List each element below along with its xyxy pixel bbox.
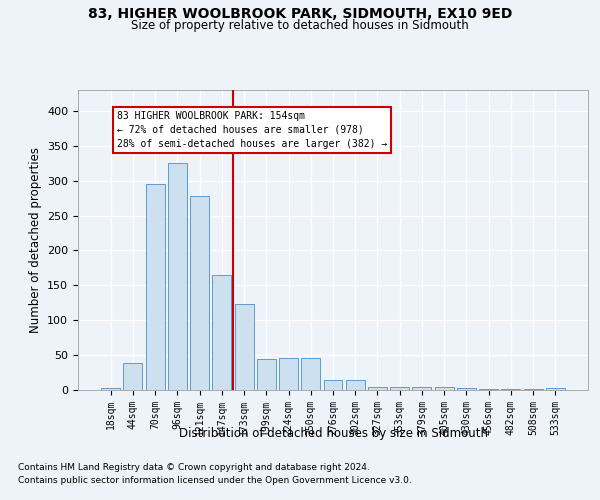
Bar [212, 275, 231, 390]
Text: Contains public sector information licensed under the Open Government Licence v3: Contains public sector information licen… [18, 476, 412, 485]
Text: 83, HIGHER WOOLBROOK PARK, SIDMOUTH, EX10 9ED: 83, HIGHER WOOLBROOK PARK, SIDMOUTH, EX1… [88, 8, 512, 22]
Bar [435, 386, 454, 390]
Bar [546, 388, 565, 390]
Text: 83 HIGHER WOOLBROOK PARK: 154sqm
← 72% of detached houses are smaller (978)
28% : 83 HIGHER WOOLBROOK PARK: 154sqm ← 72% o… [118, 111, 388, 149]
Bar [235, 304, 254, 390]
Bar [368, 387, 387, 390]
Text: Contains HM Land Registry data © Crown copyright and database right 2024.: Contains HM Land Registry data © Crown c… [18, 464, 370, 472]
Y-axis label: Number of detached properties: Number of detached properties [29, 147, 41, 333]
Bar [412, 386, 431, 390]
Bar [390, 386, 409, 390]
Bar [146, 184, 164, 390]
Bar [124, 364, 142, 390]
Bar [457, 388, 476, 390]
Bar [346, 380, 365, 390]
Bar [190, 196, 209, 390]
Bar [257, 360, 276, 390]
Bar [301, 358, 320, 390]
Bar [168, 164, 187, 390]
Bar [101, 388, 120, 390]
Text: Size of property relative to detached houses in Sidmouth: Size of property relative to detached ho… [131, 19, 469, 32]
Bar [279, 358, 298, 390]
Text: Distribution of detached houses by size in Sidmouth: Distribution of detached houses by size … [179, 428, 488, 440]
Bar [323, 380, 343, 390]
